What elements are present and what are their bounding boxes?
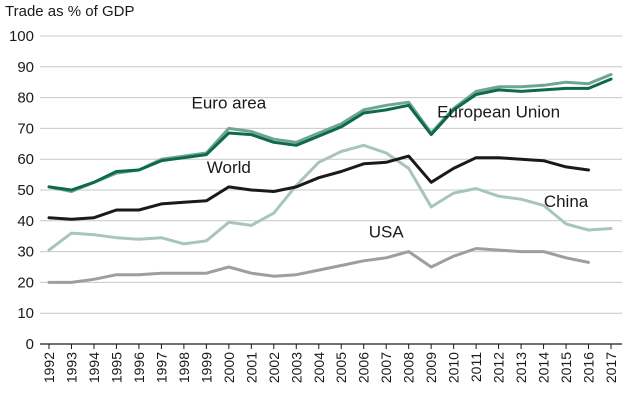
x-tick-label-2000: 2000 xyxy=(221,352,237,383)
x-tick-label-2012: 2012 xyxy=(491,352,507,383)
series-line-china xyxy=(47,143,613,252)
x-tick-label-2003: 2003 xyxy=(288,352,304,383)
y-axis-tick-labels: 0 10 20 30 40 50 60 70 80 90 100 xyxy=(9,28,34,353)
series-label-eu: European Union xyxy=(437,103,560,122)
series-labels: Euro area European Union World China USA xyxy=(192,93,589,241)
series-line-world xyxy=(47,154,590,221)
x-tick-label-2006: 2006 xyxy=(356,352,372,383)
x-tick-label-1998: 1998 xyxy=(176,352,192,383)
x-tick-label-1995: 1995 xyxy=(108,352,124,383)
y-tick-label-40: 40 xyxy=(17,213,34,230)
x-tick-label-2004: 2004 xyxy=(311,352,327,383)
series-label-china: China xyxy=(544,192,589,211)
x-tick-label-1996: 1996 xyxy=(131,352,147,383)
y-tick-label-20: 20 xyxy=(17,274,34,291)
gridlines xyxy=(40,35,622,314)
x-tick-label-2015: 2015 xyxy=(558,352,574,383)
y-tick-label-30: 30 xyxy=(17,244,34,261)
x-tick-label-2005: 2005 xyxy=(333,352,349,383)
x-tick-label-2009: 2009 xyxy=(423,352,439,383)
y-tick-label-10: 10 xyxy=(17,305,34,322)
x-tick-label-2007: 2007 xyxy=(378,352,394,383)
y-tick-label-60: 60 xyxy=(17,151,34,168)
series-label-world: World xyxy=(207,158,251,177)
data-series xyxy=(47,73,613,284)
y-tick-label-0: 0 xyxy=(26,336,34,353)
x-tick-label-2013: 2013 xyxy=(513,352,529,383)
x-tick-label-2010: 2010 xyxy=(446,352,462,383)
x-tick-label-1999: 1999 xyxy=(198,352,214,383)
x-tick-label-2001: 2001 xyxy=(243,352,259,383)
chart-title: Trade as % of GDP xyxy=(5,3,135,20)
x-tick-label-2011: 2011 xyxy=(468,352,484,382)
x-tick-label-1997: 1997 xyxy=(153,352,169,383)
x-tick-label-2014: 2014 xyxy=(536,352,552,383)
x-tick-label-1994: 1994 xyxy=(86,352,102,383)
series-line-eu xyxy=(47,77,613,192)
series-line-usa xyxy=(47,247,590,284)
y-tick-label-50: 50 xyxy=(17,182,34,199)
x-tick-label-1992: 1992 xyxy=(41,352,57,383)
series-label-usa: USA xyxy=(369,223,405,242)
x-tick-label-2008: 2008 xyxy=(401,352,417,383)
x-axis-tick-labels: 1992 1993 1994 1995 1996 1997 1998 1999 2000 2001… xyxy=(41,344,619,383)
y-tick-label-80: 80 xyxy=(17,90,34,107)
x-tick-label-2002: 2002 xyxy=(266,352,282,383)
x-tick-label-1993: 1993 xyxy=(63,352,79,383)
y-tick-label-90: 90 xyxy=(17,59,34,76)
x-tick-label-2017: 2017 xyxy=(603,352,619,383)
y-tick-label-70: 70 xyxy=(17,120,34,137)
series-label-euro: Euro area xyxy=(192,93,267,112)
x-tick-label-2016: 2016 xyxy=(581,352,597,383)
y-tick-label-100: 100 xyxy=(9,28,34,45)
